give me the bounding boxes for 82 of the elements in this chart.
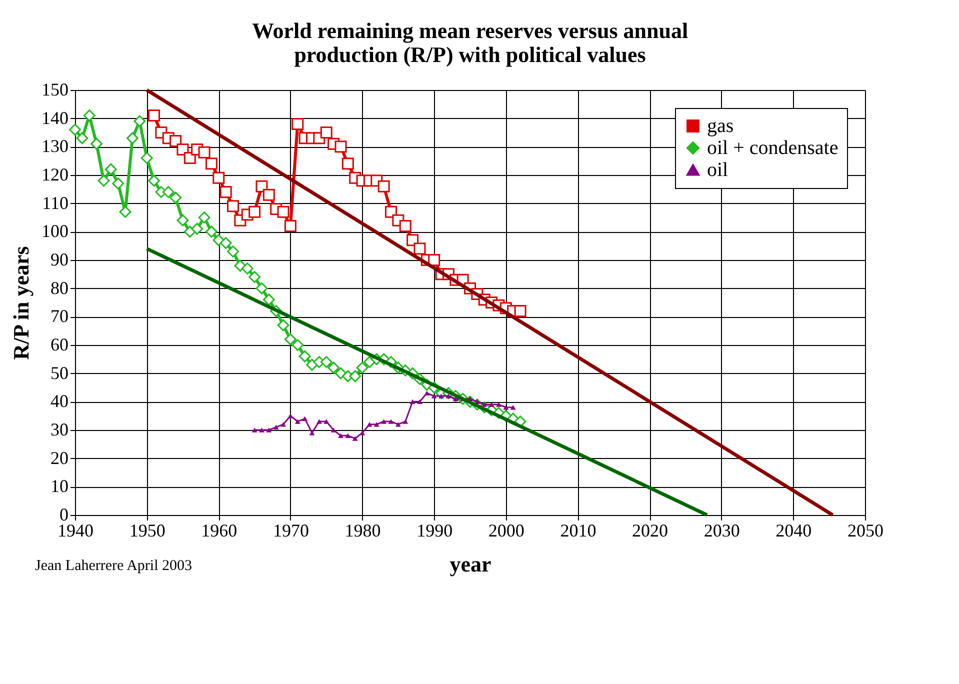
x-tick-label: 2000 — [488, 520, 524, 540]
point — [292, 118, 304, 130]
x-tick-label: 2020 — [632, 520, 668, 540]
y-tick-label: 130 — [42, 136, 68, 156]
point — [258, 428, 264, 432]
x-tick-label: 1960 — [201, 520, 238, 540]
point — [388, 419, 394, 424]
point — [399, 220, 412, 232]
legend-label: gas — [707, 115, 734, 137]
point — [414, 242, 426, 255]
y-tick-label: 140 — [42, 108, 68, 128]
y-tick-label: 120 — [42, 164, 68, 184]
point — [360, 430, 366, 436]
point — [280, 422, 286, 427]
y-tick-label: 90 — [50, 250, 68, 270]
y-axis-title: R/P in years — [8, 246, 34, 360]
x-tick-label: 2030 — [704, 520, 740, 540]
point — [273, 424, 279, 430]
point — [148, 110, 160, 122]
point — [320, 126, 332, 138]
point — [402, 419, 408, 424]
y-tick-label: 80 — [50, 278, 68, 298]
legend-label: oil + condensate — [707, 137, 838, 159]
point — [220, 186, 232, 198]
point — [410, 399, 416, 404]
point — [510, 404, 516, 410]
point — [294, 419, 300, 424]
x-tick-label: 1950 — [129, 520, 166, 540]
point — [342, 158, 354, 170]
point — [431, 394, 437, 398]
point — [424, 390, 430, 396]
point — [227, 200, 239, 212]
y-tick-label: 50 — [50, 362, 68, 383]
point — [378, 180, 390, 192]
y-tick-label: 110 — [42, 192, 68, 213]
point — [252, 428, 258, 432]
y-tick-label: 40 — [50, 391, 68, 412]
point — [514, 305, 526, 317]
point — [324, 419, 330, 424]
point — [176, 144, 189, 156]
point — [256, 180, 268, 192]
point — [212, 172, 225, 184]
point — [345, 433, 351, 438]
point — [198, 146, 210, 158]
text: Jean Laherrere April 2003 — [35, 558, 192, 574]
y-tick-label: 150 — [42, 80, 68, 100]
point — [496, 402, 502, 407]
point — [334, 140, 347, 153]
point — [277, 206, 290, 218]
x-tick-label: 2010 — [560, 520, 596, 540]
point — [381, 419, 387, 424]
legend-label: oil — [707, 159, 729, 181]
x-axis-title: year — [450, 552, 492, 576]
point — [503, 404, 509, 410]
point — [374, 422, 380, 427]
point — [248, 206, 261, 218]
y-tick-label: 70 — [50, 306, 68, 326]
point — [316, 419, 322, 424]
point — [284, 220, 296, 232]
point — [416, 399, 422, 404]
point — [266, 428, 272, 432]
point — [428, 254, 440, 266]
x-tick-label: 1990 — [416, 520, 453, 540]
point — [488, 402, 494, 407]
point — [352, 436, 358, 441]
y-tick-label: 30 — [50, 420, 68, 440]
point — [309, 430, 315, 436]
y-tick-label: 20 — [50, 448, 68, 468]
y-tick-label: 100 — [42, 221, 68, 242]
point — [205, 158, 218, 170]
point — [338, 433, 344, 438]
point — [366, 422, 372, 427]
x-tick-label: 2050 — [848, 520, 884, 540]
y-tick-label: 10 — [50, 476, 68, 496]
x-tick-label: 2040 — [776, 520, 812, 540]
point — [262, 188, 275, 201]
point — [302, 416, 308, 422]
x-tick-label: 1980 — [344, 520, 381, 540]
chart-title: World remaining mean reserves versus annual production (R/P) with political values — [252, 18, 688, 67]
x-tick-label: 1970 — [272, 520, 309, 540]
point — [395, 422, 401, 427]
y-tick-label: 60 — [50, 334, 68, 354]
